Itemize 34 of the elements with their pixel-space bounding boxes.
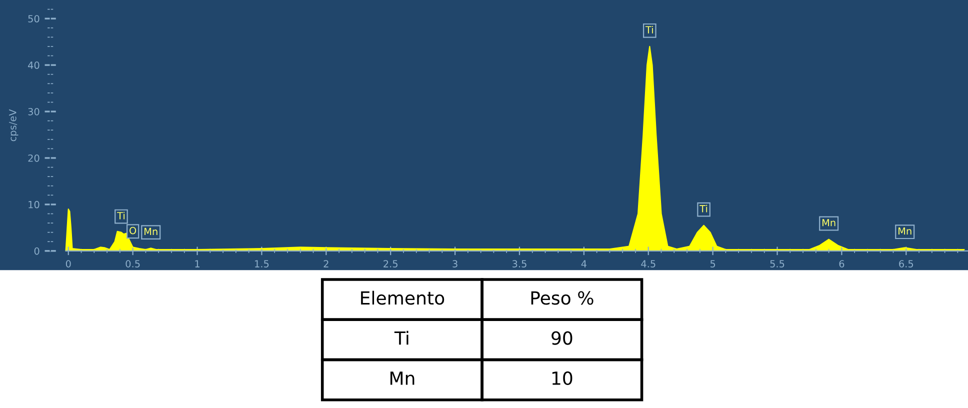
y-tick-label: 50 bbox=[28, 15, 40, 22]
x-tick-label: 2 bbox=[324, 260, 328, 268]
x-tick-label: 5.5 bbox=[770, 260, 784, 268]
annotation: Ti bbox=[700, 204, 708, 212]
x-tick-label: 1 bbox=[195, 260, 200, 268]
annotation: Mn bbox=[144, 228, 158, 235]
text: Elemento bbox=[361, 290, 444, 305]
annotation: Mn bbox=[822, 219, 836, 226]
x-tick-label: 3.5 bbox=[512, 260, 526, 268]
x-tick-label: 6.5 bbox=[899, 260, 914, 268]
annotation: Ti bbox=[117, 212, 124, 220]
annotation: Ti bbox=[645, 26, 653, 34]
y-tick-label: 40 bbox=[28, 62, 40, 69]
x-tick-label: 0 bbox=[66, 260, 71, 268]
x-tick-label: 1.5 bbox=[255, 260, 269, 268]
x-tick-label: 3 bbox=[452, 260, 458, 268]
x-tick-label: 4.5 bbox=[641, 260, 656, 268]
text: 10 bbox=[552, 371, 572, 386]
text: Ti bbox=[394, 330, 408, 345]
x-tick-label: 4 bbox=[581, 260, 586, 268]
y-tick-label: 10 bbox=[28, 200, 40, 208]
annotation: O bbox=[130, 226, 136, 234]
text: Mn bbox=[390, 372, 414, 385]
text: 90 bbox=[552, 331, 572, 345]
text: Peso % bbox=[531, 291, 594, 305]
x-tick-label: 2.5 bbox=[384, 260, 398, 268]
annotation: Mn bbox=[898, 227, 912, 235]
y-axis-title: cps/eV bbox=[9, 109, 18, 142]
y-tick-label: 30 bbox=[28, 108, 40, 116]
y-tick-label: 20 bbox=[28, 154, 40, 162]
x-tick-label: 6 bbox=[839, 260, 844, 268]
x-tick-label: 0.5 bbox=[126, 260, 140, 268]
y-tick-label: 0 bbox=[34, 247, 40, 255]
x-tick-label: 5 bbox=[710, 260, 716, 268]
